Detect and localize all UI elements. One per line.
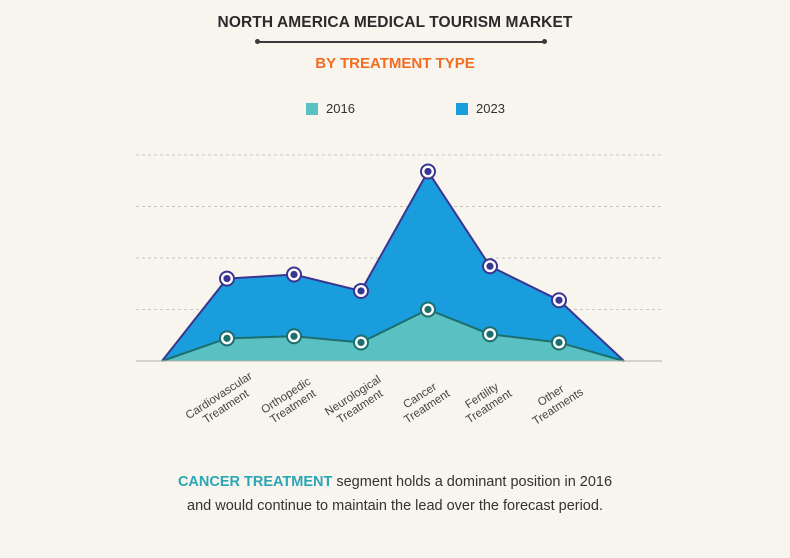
x-tick-label: CardiovascularTreatment — [184, 370, 262, 433]
line-2023 — [161, 169, 625, 362]
chart-title: NORTH AMERICA MEDICAL TOURISM MARKET — [217, 14, 573, 31]
x-tick-label: NeurologicalTreatment — [323, 374, 390, 430]
x-tick-label: OrthopedicTreatment — [259, 376, 320, 428]
point-2023-inner — [486, 262, 494, 270]
legend-item-2023: 2023 — [456, 101, 505, 116]
point-2023-inner — [223, 275, 231, 283]
legend-label-2016: 2016 — [326, 101, 355, 116]
legend-item-2016: 2016 — [306, 101, 355, 116]
x-tick-label: OtherTreatments — [524, 375, 586, 428]
line-2016 — [161, 308, 625, 362]
point-2023-inner — [555, 296, 563, 304]
footnote-text-2: and would continue to maintain the lead … — [187, 498, 603, 514]
area-2016 — [162, 309, 624, 361]
footnote-highlight: CANCER TREATMENT — [177, 474, 333, 490]
point-2016-inner — [290, 332, 298, 340]
point-2023-inner — [357, 287, 365, 295]
x-tick-label: CancerTreatment — [395, 377, 453, 427]
point-2016-inner — [424, 305, 432, 314]
chart-subtitle: BY TREATMENT TYPE — [315, 55, 475, 72]
x-tick-label: FertilityTreatment — [457, 377, 515, 427]
footnote-text-1: segment holds a dominant position in 201… — [332, 474, 613, 490]
point-2023-inner — [424, 167, 432, 176]
legend-swatch-2023 — [456, 102, 468, 115]
point-2016-inner — [223, 334, 231, 342]
point-2016-inner — [357, 338, 365, 347]
area-2023 — [162, 171, 624, 361]
point-2023-inner — [290, 270, 298, 279]
legend-label-2023: 2023 — [476, 101, 505, 116]
point-2016-inner — [486, 330, 494, 338]
legend-swatch-2016 — [306, 102, 318, 115]
chart-legend: 2016 2023 — [0, 101, 790, 121]
point-2016-inner — [555, 338, 563, 347]
chart-footnote: CANCER TREATMENT segment holds a dominan… — [0, 470, 790, 518]
title-divider — [255, 39, 547, 44]
